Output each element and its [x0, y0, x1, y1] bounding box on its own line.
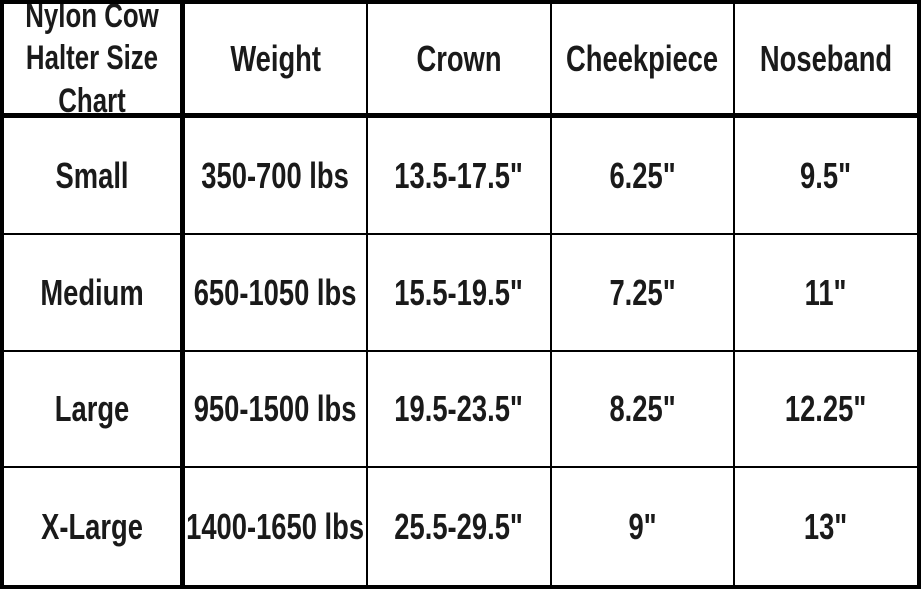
weight-value: 1400-1650 lbs: [186, 505, 365, 547]
crown-value: 25.5-29.5": [394, 505, 524, 547]
row-small-noseband-cell: 9.5": [735, 118, 917, 235]
row-large-size-cell: Large: [4, 352, 185, 468]
row-large-crown-cell: 19.5-23.5": [368, 352, 552, 468]
size-label: Medium: [40, 271, 144, 313]
row-small-crown-cell: 13.5-17.5": [368, 118, 552, 235]
noseband-value: 12.25": [785, 388, 867, 429]
row-large-weight-cell: 950-1500 lbs: [185, 352, 368, 468]
noseband-value: 11": [805, 271, 847, 313]
table-title-cell: Nylon Cow Halter Size Chart: [4, 4, 185, 118]
row-xlarge-size-cell: X-Large: [4, 468, 185, 585]
cheekpiece-value: 7.25": [609, 271, 676, 313]
row-xlarge-noseband-cell: 13": [735, 468, 917, 585]
row-medium-crown-cell: 15.5-19.5": [368, 235, 552, 352]
size-label: Large: [54, 388, 130, 429]
row-large-noseband-cell: 12.25": [735, 352, 917, 468]
column-header-label: Cheekpiece: [566, 37, 719, 79]
row-medium-size-cell: Medium: [4, 235, 185, 352]
row-medium-weight-cell: 650-1050 lbs: [185, 235, 368, 352]
row-medium-noseband-cell: 11": [735, 235, 917, 352]
cheekpiece-value: 8.25": [609, 388, 676, 429]
column-header-noseband: Noseband: [735, 4, 917, 118]
cheekpiece-value: 6.25": [609, 154, 676, 196]
crown-value: 19.5-23.5": [394, 388, 524, 429]
table-title: Nylon Cow Halter Size Chart: [25, 4, 159, 118]
row-small-weight-cell: 350-700 lbs: [185, 118, 368, 235]
weight-value: 350-700 lbs: [201, 154, 350, 196]
row-xlarge-crown-cell: 25.5-29.5": [368, 468, 552, 585]
noseband-value: 13": [804, 505, 848, 547]
row-xlarge-cheekpiece-cell: 9": [552, 468, 735, 585]
column-header-weight: Weight: [185, 4, 368, 118]
row-medium-cheekpiece-cell: 7.25": [552, 235, 735, 352]
row-large-cheekpiece-cell: 8.25": [552, 352, 735, 468]
row-small-size-cell: Small: [4, 118, 185, 235]
column-header-cheekpiece: Cheekpiece: [552, 4, 735, 118]
column-header-label: Noseband: [759, 37, 893, 79]
cheekpiece-value: 9": [628, 505, 657, 547]
row-xlarge-weight-cell: 1400-1650 lbs: [185, 468, 368, 585]
noseband-value: 9.5": [800, 154, 852, 196]
column-header-crown: Crown: [368, 4, 552, 118]
column-header-label: Weight: [230, 37, 321, 79]
crown-value: 13.5-17.5": [394, 154, 524, 196]
column-header-label: Crown: [416, 37, 502, 79]
size-label: Small: [55, 154, 129, 196]
crown-value: 15.5-19.5": [394, 271, 524, 313]
weight-value: 650-1050 lbs: [194, 271, 357, 313]
row-small-cheekpiece-cell: 6.25": [552, 118, 735, 235]
weight-value: 950-1500 lbs: [194, 388, 357, 429]
size-label: X-Large: [41, 505, 143, 547]
